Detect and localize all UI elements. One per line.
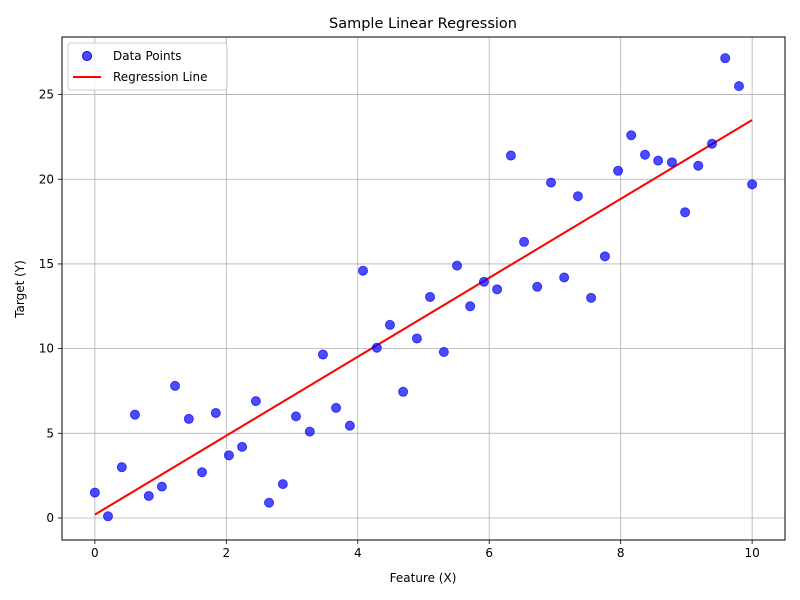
legend: Data Points Regression Line — [67, 42, 228, 91]
data-point — [210, 407, 221, 418]
data-point — [707, 138, 718, 149]
data-point — [559, 272, 570, 283]
data-point — [223, 450, 234, 461]
y-tick-label: 20 — [39, 172, 54, 186]
data-point — [599, 251, 610, 262]
data-point — [317, 349, 328, 360]
x-tick-label: 6 — [485, 546, 493, 560]
data-point — [384, 319, 395, 330]
data-point — [371, 342, 382, 353]
legend-label-data-points: Data Points — [113, 49, 182, 63]
regression-line-layer — [94, 119, 753, 516]
y-tick-label: 25 — [39, 88, 54, 102]
x-tick-label: 0 — [91, 546, 99, 560]
data-point — [290, 411, 301, 422]
data-point — [546, 177, 557, 188]
data-point — [438, 347, 449, 358]
x-tick-label: 4 — [354, 546, 362, 560]
y-tick-label: 15 — [39, 257, 54, 271]
y-tick-label: 0 — [46, 511, 54, 525]
y-tick-label: 5 — [46, 426, 54, 440]
data-point — [733, 81, 744, 92]
x-axis-ticks: 0 2 4 6 8 10 — [91, 540, 760, 560]
x-axis-label: Feature (X) — [390, 571, 457, 585]
data-point — [425, 291, 436, 302]
data-point — [452, 260, 463, 271]
regression-line — [94, 119, 753, 516]
data-point — [398, 386, 409, 397]
data-points-layer — [89, 53, 758, 522]
chart-title: Sample Linear Regression — [329, 16, 517, 32]
data-point — [411, 333, 422, 344]
data-point — [532, 281, 543, 292]
data-point — [196, 467, 207, 478]
data-point — [653, 155, 664, 166]
data-point — [331, 402, 342, 413]
y-axis-label: Target (Y) — [13, 260, 27, 319]
data-point — [250, 396, 261, 407]
grid — [62, 37, 785, 540]
data-point — [586, 292, 597, 303]
data-point — [640, 149, 651, 160]
data-point — [89, 487, 100, 498]
data-point — [358, 265, 369, 276]
data-point — [505, 150, 516, 161]
data-point — [237, 441, 248, 452]
legend-marker-data-points — [82, 51, 92, 61]
data-point — [304, 426, 315, 437]
data-point — [156, 481, 167, 492]
x-tick-label: 8 — [617, 546, 625, 560]
y-tick-label: 10 — [39, 342, 54, 356]
data-point — [747, 179, 758, 190]
legend-label-regression-line: Regression Line — [113, 70, 207, 84]
data-point — [277, 479, 288, 490]
data-point — [693, 160, 704, 171]
data-point — [465, 301, 476, 312]
data-point — [478, 276, 489, 287]
x-tick-label: 10 — [744, 546, 759, 560]
legend-box — [67, 42, 228, 91]
data-point — [129, 409, 140, 420]
data-point — [492, 284, 503, 295]
data-point — [116, 462, 127, 473]
data-point — [344, 420, 355, 431]
data-point — [519, 236, 530, 247]
data-point — [680, 207, 691, 218]
data-point — [626, 130, 637, 141]
data-point — [183, 413, 194, 424]
y-axis-ticks: 0 5 10 15 20 25 — [39, 88, 62, 525]
data-point — [143, 490, 154, 501]
data-point — [572, 191, 583, 202]
data-point — [170, 380, 181, 391]
plot-frame — [61, 36, 786, 541]
data-point — [103, 511, 114, 522]
data-point — [666, 157, 677, 168]
data-point — [613, 165, 624, 176]
data-point — [264, 497, 275, 508]
x-tick-label: 2 — [222, 546, 230, 560]
data-point — [720, 53, 731, 64]
